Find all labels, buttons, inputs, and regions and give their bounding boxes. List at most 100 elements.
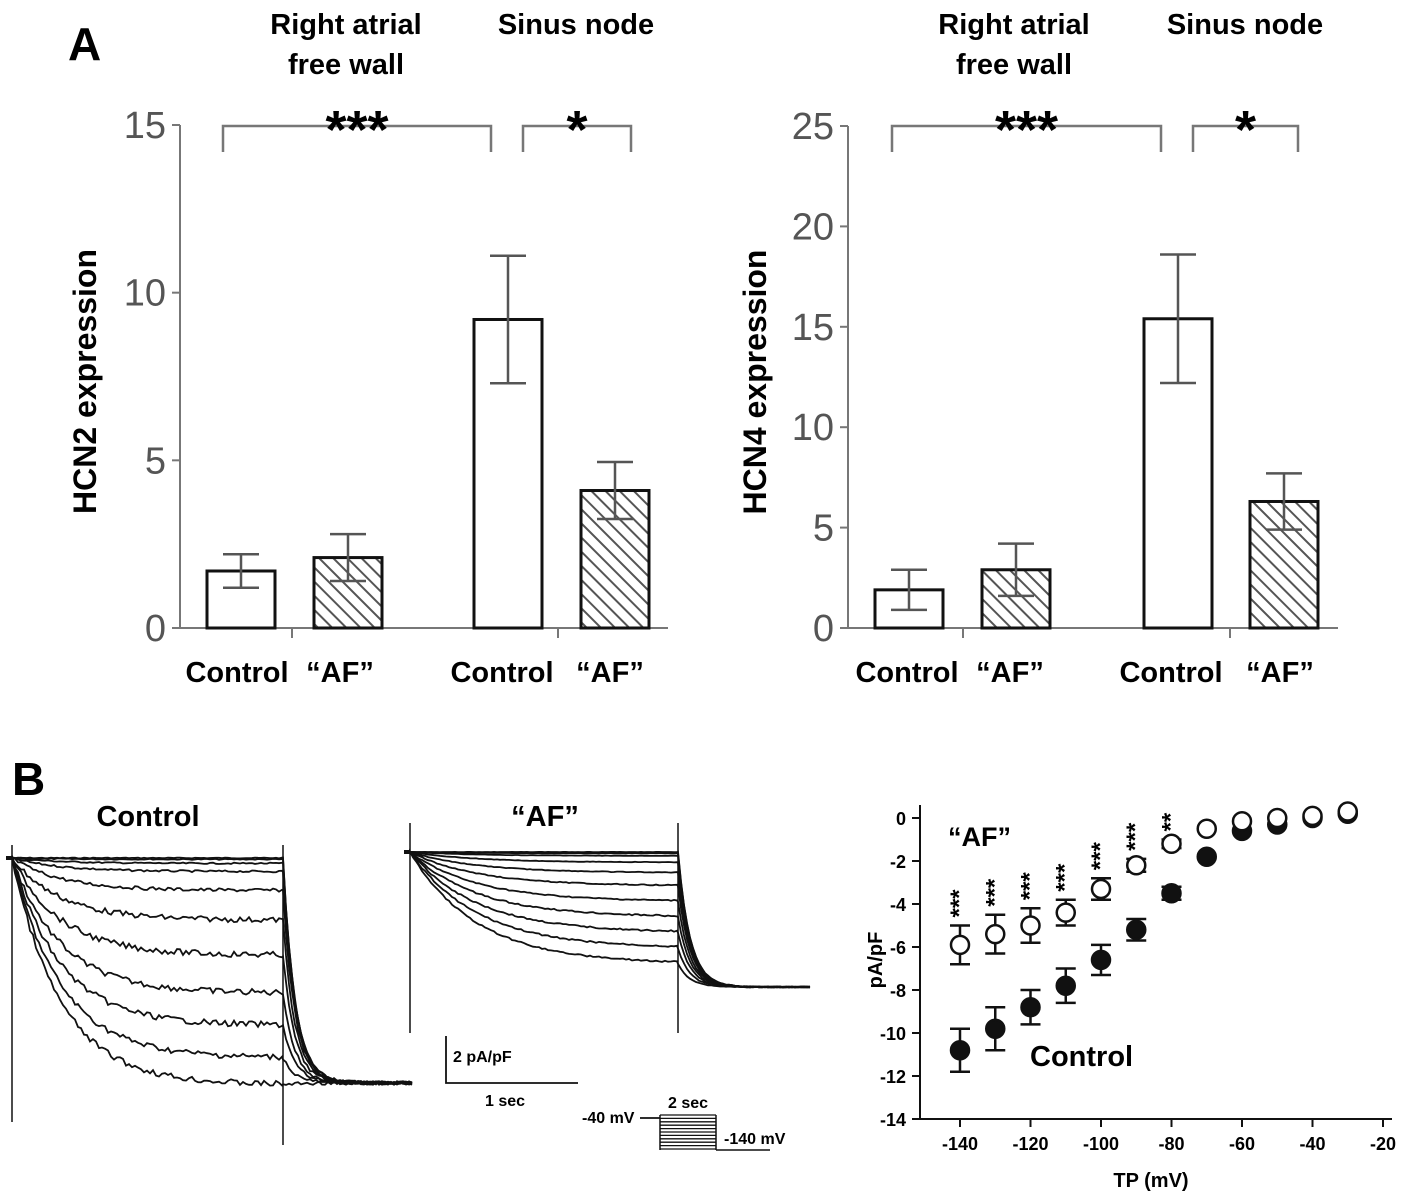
significance-stars: *** — [995, 100, 1058, 160]
protocol-duration-label: 2 sec — [668, 1095, 708, 1112]
hcn4-bar-chart: 0 5 10 15 20 25 HCN4 expression Control “AF” Cont… — [737, 9, 1338, 689]
y-tick-label: 10 — [792, 407, 834, 449]
y-tick-label: 15 — [792, 307, 834, 349]
control-data-point — [1126, 919, 1147, 941]
trace-title-control: Control — [96, 801, 199, 833]
y-tick-label: 15 — [124, 105, 166, 147]
y-tick-label: 0 — [896, 809, 906, 829]
x-tick-label: -100 — [1083, 1134, 1119, 1154]
protocol-step-label: -140 mV — [724, 1131, 786, 1148]
voltage-protocol: 2 sec -40 mV -140 mV — [582, 1095, 786, 1151]
category-label: “AF” — [1246, 657, 1314, 689]
af-data-point — [1337, 801, 1358, 822]
y-tick-label: -10 — [880, 1024, 906, 1044]
af-data-point — [1126, 855, 1147, 876]
significance-stars: ** — [1158, 812, 1185, 831]
x-axis-label: TP (mV) — [1113, 1170, 1188, 1192]
significance-bracket — [890, 124, 1163, 152]
significance-stars: *** — [981, 878, 1008, 907]
y-tick-label: 25 — [792, 106, 834, 148]
bar — [472, 317, 544, 630]
significance-stars: * — [566, 100, 587, 160]
current-trace — [11, 858, 413, 1086]
group-label-line: free wall — [956, 49, 1072, 81]
series-label-control: Control — [1030, 1041, 1133, 1073]
series-label-af: “AF” — [948, 822, 1011, 852]
af-data-point — [1302, 805, 1323, 827]
category-label: “AF” — [976, 657, 1044, 689]
hcn2-bar-chart: 0 5 10 15 HCN2 expression Control “AF” Control “… — [67, 9, 668, 689]
significance-stars: *** — [325, 100, 388, 160]
af-data-point — [1231, 810, 1253, 832]
scale-bar — [445, 1036, 578, 1084]
control-data-point — [1055, 975, 1076, 996]
y-tick-label: 10 — [124, 273, 166, 315]
y-tick-label: -4 — [890, 895, 906, 915]
protocol-holding-label: -40 mV — [582, 1110, 635, 1127]
significance-stars: * — [1235, 100, 1256, 160]
y-tick-label: -2 — [890, 852, 906, 872]
x-tick-label: -120 — [1012, 1134, 1048, 1154]
group-label-line: Right atrial — [938, 9, 1089, 41]
significance-stars: *** — [946, 889, 973, 918]
significance-stars: *** — [1087, 842, 1114, 871]
x-tick-label: -140 — [942, 1134, 978, 1154]
control-data-point — [1196, 846, 1217, 867]
y-axis-label: HCN4 expression — [737, 250, 773, 515]
af-data-point — [1196, 818, 1217, 839]
y-axis-label: pA/pF — [865, 932, 887, 989]
group-label: Sinus node — [1167, 9, 1323, 41]
significance-bracket — [1191, 124, 1300, 152]
y-tick-label: 0 — [145, 608, 166, 650]
control-data-point — [949, 1039, 971, 1061]
y-tick-label: 5 — [145, 440, 166, 482]
current-trace — [409, 850, 811, 989]
significance-stars: *** — [1122, 822, 1149, 851]
x-tick-label: -40 — [1299, 1134, 1325, 1154]
category-label: Control — [855, 657, 958, 689]
current-trace — [11, 856, 413, 1086]
y-tick-label: 20 — [792, 206, 834, 248]
scale-bar-y-label: 2 pA/pF — [453, 1049, 512, 1066]
control-data-point — [1090, 949, 1112, 971]
category-label: “AF” — [576, 657, 644, 689]
panel-label-a: A — [68, 18, 101, 70]
group-label-line: Right atrial — [270, 9, 421, 41]
category-label: “AF” — [306, 657, 374, 689]
significance-bracket — [221, 124, 493, 152]
x-tick-label: -20 — [1370, 1134, 1396, 1154]
iv-scatter-chart: 0 -2 -4 -6 -8 -10 -12 -14 -140 -120 -100 -80 -60 -40 -… — [865, 801, 1396, 1192]
control-data-point — [985, 1018, 1006, 1039]
af-data-point — [1267, 807, 1288, 829]
current-trace — [11, 857, 413, 1087]
current-trace — [11, 857, 413, 1086]
trace-title-af: “AF” — [511, 801, 579, 833]
scale-bar-x-label: 1 sec — [485, 1093, 525, 1110]
y-tick-label: -12 — [880, 1067, 906, 1087]
current-traces: Control “AF” 2 pA/pF 1 sec 2 sec -40 mV -140 m… — [6, 801, 811, 1151]
af-data-point — [985, 923, 1006, 945]
category-label: Control — [1119, 657, 1222, 689]
x-tick-label: -60 — [1229, 1134, 1255, 1154]
x-tick-label: -80 — [1158, 1134, 1184, 1154]
current-trace — [11, 856, 413, 1086]
group-label-line: free wall — [288, 49, 404, 81]
y-tick-label: -8 — [890, 981, 906, 1001]
af-data-point — [1055, 902, 1076, 923]
y-tick-label: 5 — [813, 508, 834, 550]
control-data-point — [1020, 996, 1041, 1018]
category-label: Control — [185, 657, 288, 689]
af-data-point — [1161, 833, 1182, 855]
y-tick-label: 0 — [813, 608, 834, 650]
significance-stars: *** — [1052, 863, 1079, 892]
current-trace — [11, 856, 413, 1086]
y-axis-label: HCN2 expression — [67, 249, 103, 514]
af-data-point — [949, 934, 971, 956]
panel-label-b: B — [12, 753, 45, 805]
control-data-point — [1161, 883, 1182, 904]
y-tick-label: -14 — [880, 1110, 906, 1130]
group-label: Right atrial free wall — [938, 9, 1089, 81]
af-data-point — [1020, 915, 1041, 936]
significance-stars: *** — [1017, 872, 1044, 901]
